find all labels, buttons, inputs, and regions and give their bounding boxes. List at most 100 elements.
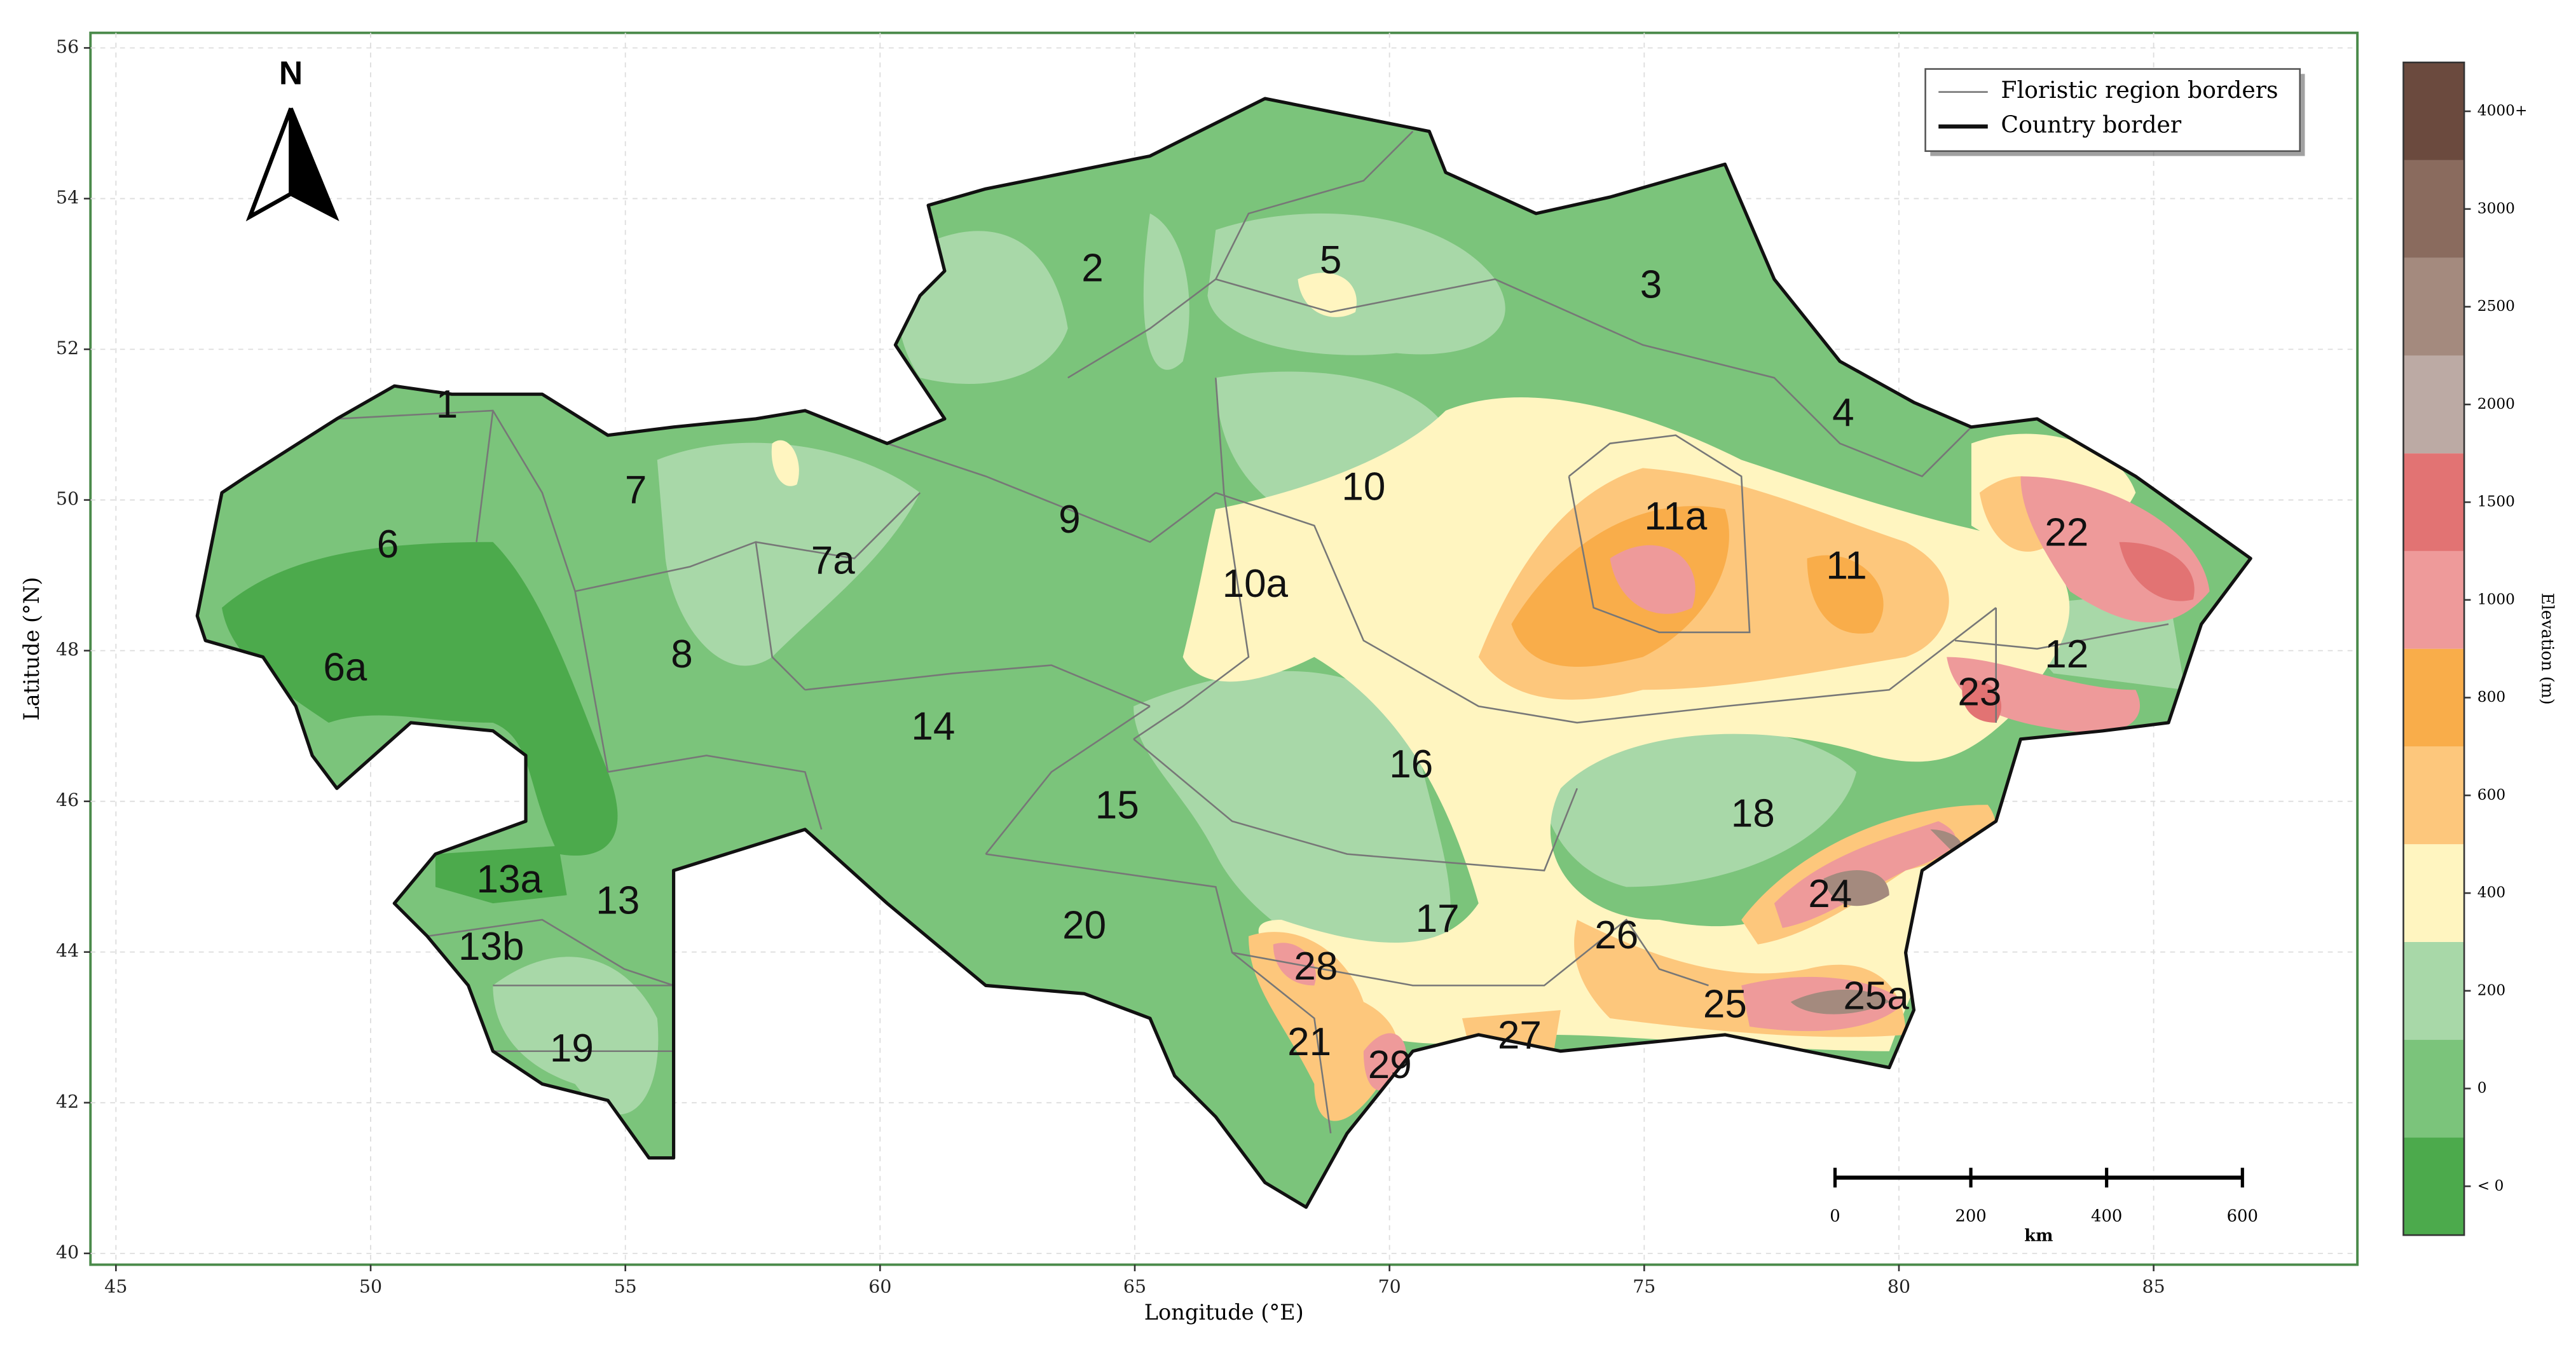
y-axis-title: Latitude (°N) [19, 577, 44, 721]
elevation-zone [2119, 542, 2195, 601]
x-tick-label: 50 [359, 1276, 382, 1297]
legend: Floristic region borders Country border [1924, 68, 2305, 156]
x-tick-label: 70 [1378, 1276, 1401, 1297]
region-border [1215, 491, 1997, 724]
country-border [195, 97, 2252, 1209]
colorbar-label: 4000+ [2477, 102, 2528, 119]
region-label: 25 [1703, 982, 1747, 1026]
x-tick-label: 55 [614, 1276, 637, 1297]
elevation-zone [493, 957, 659, 1115]
region-label: 26 [1594, 913, 1638, 957]
elevation-zone [435, 845, 567, 904]
region-label: 12 [2045, 632, 2088, 676]
colorbar-label: 1500 [2477, 493, 2515, 510]
region-label: 11a [1644, 495, 1707, 538]
region-label: 29 [1368, 1043, 1412, 1087]
legend-label: Country border [2001, 111, 2181, 138]
colorbar-band [2403, 257, 2465, 356]
region-border [1215, 278, 1972, 477]
region-label: 13a [476, 857, 542, 901]
region-border [1067, 130, 1414, 379]
elevation-zone [1947, 657, 2141, 734]
arrow-right [289, 107, 339, 221]
region-label: 10a [1223, 562, 1289, 606]
elevation-zone [1823, 870, 1889, 906]
elevation-zone [1134, 671, 1451, 972]
region-label: 22 [2045, 511, 2088, 555]
colorbar-label: 400 [2477, 884, 2505, 901]
colorbar-band [2403, 648, 2465, 747]
north-arrow: N [245, 55, 339, 222]
y-tick-label: 46 [56, 789, 79, 810]
elevation-zone [1962, 679, 2002, 723]
region-border [1231, 918, 1709, 987]
y-tick-label: 42 [56, 1091, 79, 1112]
region-label: 4 [1832, 391, 1854, 435]
colorbar-label: 2000 [2477, 395, 2515, 413]
colorbar-band [2403, 844, 2465, 942]
region-label: 23 [1957, 670, 2001, 714]
region-border [1954, 623, 2169, 650]
region-label: 8 [671, 632, 692, 676]
region-label: 6 [377, 522, 399, 566]
colorbar-label: 2500 [2477, 297, 2515, 315]
colorbar-band [2403, 453, 2465, 551]
axes: 45 50 55 60 65 70 75 80 85404244464850525456Long… [19, 36, 2165, 1325]
region-border [985, 706, 1151, 855]
colorbar-band [2403, 1039, 2465, 1138]
colorbar-label: 1000 [2477, 591, 2515, 608]
colorbar-label: 3000 [2477, 200, 2515, 217]
x-tick-label: 60 [868, 1276, 891, 1297]
region-label: 13b [458, 925, 524, 969]
colorbar-band [2403, 550, 2465, 649]
region-border [805, 664, 1151, 707]
region-label: 7 [625, 468, 647, 512]
region-label: 13 [596, 879, 640, 923]
colorbar-band [2403, 746, 2465, 845]
colorbar-band [2403, 62, 2465, 160]
region-border [608, 754, 823, 830]
legend-label: Floristic region borders [2001, 76, 2278, 104]
region-label: 1 [436, 383, 458, 427]
region-label: 24 [1808, 872, 1852, 916]
region-label: 25a [1843, 974, 1909, 1018]
scale-bar: 0 200 400 600 km [1830, 1168, 2258, 1246]
elevation-zone [1248, 932, 1398, 1121]
y-tick-label: 54 [56, 187, 79, 208]
y-tick-label: 52 [56, 338, 79, 358]
scale-bar-label: 600 [2227, 1207, 2258, 1226]
x-axis-title: Longitude (°E) [1144, 1300, 1304, 1325]
y-tick-label: 50 [56, 488, 79, 509]
colorbar-band [2403, 1137, 2465, 1236]
region-border [476, 410, 494, 542]
region-label: 18 [1731, 792, 1775, 836]
region-label: 5 [1320, 238, 1341, 282]
colorbar-band [2403, 355, 2465, 454]
scale-bar-label: 200 [1955, 1207, 1986, 1226]
elevation-zone [1790, 989, 1889, 1014]
elevation-zone [1610, 545, 1696, 614]
elevation-zone [1143, 213, 1189, 370]
north-label: N [279, 55, 303, 92]
colorbar-label: < 0 [2477, 1177, 2504, 1194]
colorbar-label: 600 [2477, 786, 2505, 803]
elevation-zone [657, 442, 921, 666]
region-border [1133, 738, 1578, 871]
region-border [755, 542, 806, 691]
region-label: 14 [911, 705, 955, 749]
legend-box [1924, 68, 2301, 153]
region-label: 10 [1341, 465, 1385, 509]
region-borders [336, 130, 2169, 1134]
region-border [1568, 434, 1751, 634]
y-tick-label: 44 [56, 940, 79, 961]
region-label: 2 [1081, 247, 1103, 290]
region-label: 6a [323, 646, 367, 690]
region-label: 20 [1062, 903, 1106, 947]
colorbar-band [2403, 160, 2465, 258]
elevation-zone [1298, 273, 1357, 317]
region-label: 17 [1416, 897, 1460, 941]
elevation-zone [1807, 555, 1884, 634]
colorbar-label: 200 [2477, 981, 2505, 999]
